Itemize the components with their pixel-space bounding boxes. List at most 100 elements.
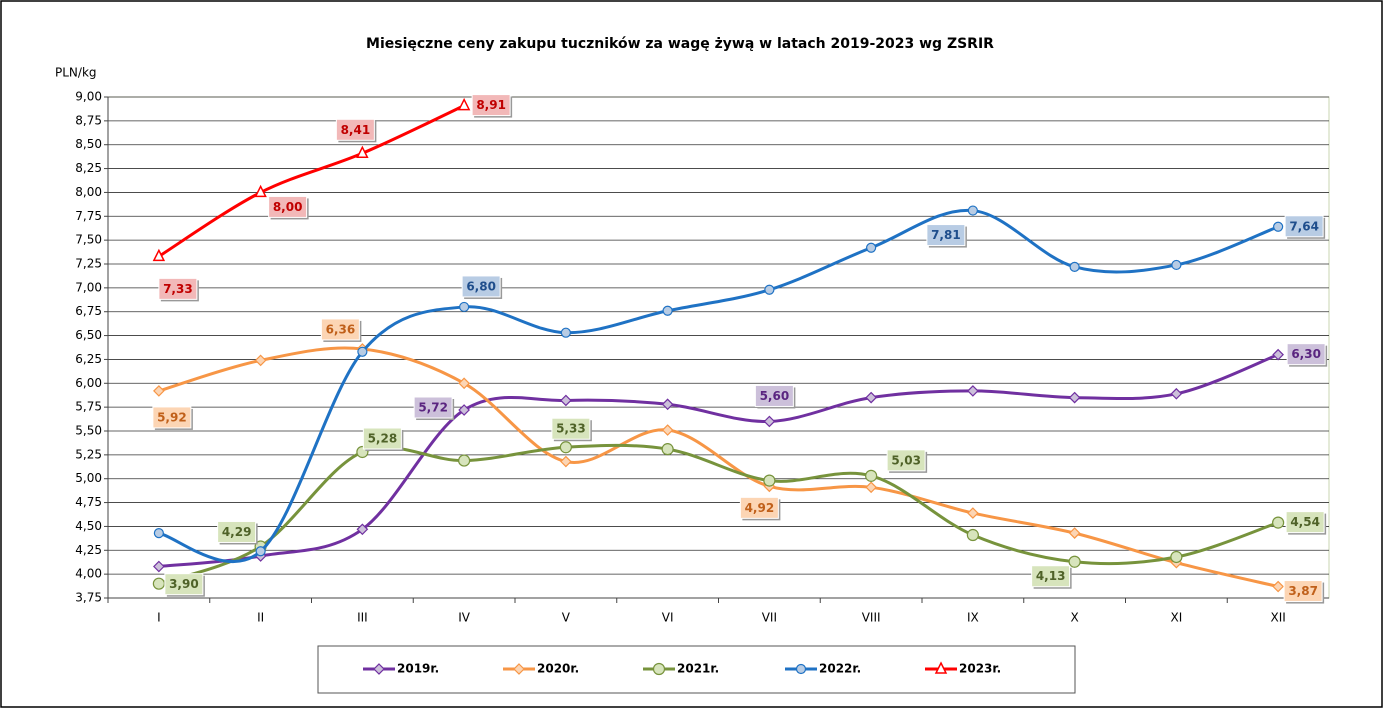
data-label: 7,64 — [1289, 219, 1319, 233]
data-label-box — [158, 277, 198, 300]
marker — [152, 248, 166, 262]
marker — [357, 346, 368, 357]
legend-label: 2020r. — [537, 662, 579, 676]
legend-marker — [934, 661, 948, 674]
legend-marker — [373, 663, 385, 675]
y-tick-label: 7,25 — [75, 257, 102, 271]
marker — [1170, 550, 1183, 564]
data-label: 4,54 — [1290, 515, 1320, 529]
marker — [152, 577, 165, 590]
marker — [661, 398, 674, 411]
data-label-box — [739, 496, 779, 519]
y-tick-label: 4,25 — [75, 543, 102, 557]
data-label: 6,80 — [466, 279, 496, 293]
data-label: 4,92 — [745, 501, 775, 515]
data-label: 8,00 — [273, 200, 303, 214]
data-label-box — [413, 396, 453, 419]
data-label-box — [1286, 343, 1326, 366]
y-tick-label: 5,00 — [75, 471, 102, 485]
marker — [661, 424, 674, 436]
data-label-box — [1284, 215, 1324, 238]
marker — [967, 507, 979, 519]
y-tick-label: 8,25 — [75, 161, 102, 175]
marker — [153, 385, 165, 397]
legend-label: 2019r. — [397, 662, 439, 676]
data-label: 8,91 — [476, 98, 506, 112]
marker — [153, 560, 165, 573]
data-label: 5,92 — [157, 410, 187, 424]
data-label-box — [1031, 565, 1071, 588]
marker — [763, 474, 776, 487]
data-label-box — [268, 195, 308, 218]
marker — [1272, 580, 1284, 593]
data-label: 4,29 — [222, 525, 252, 539]
data-label-box — [926, 224, 966, 247]
x-tick-label: VI — [662, 611, 674, 625]
y-tick-label: 7,50 — [75, 233, 102, 247]
marker — [764, 284, 775, 295]
marker — [153, 528, 164, 539]
marker — [1170, 387, 1183, 400]
marker — [560, 455, 572, 468]
data-label: 6,30 — [1291, 347, 1321, 361]
y-tick-label: 4,50 — [75, 519, 102, 533]
data-label-box — [217, 520, 257, 543]
marker — [1171, 259, 1182, 271]
x-tick-label: X — [1071, 611, 1079, 625]
x-tick-label: IV — [458, 611, 471, 625]
marker — [254, 184, 267, 198]
y-tick-label: 8,00 — [75, 185, 102, 199]
marker — [661, 443, 674, 456]
series-line — [158, 353, 1279, 569]
data-label: 6,36 — [326, 322, 356, 336]
y-axis-label: PLN/kg — [55, 66, 97, 80]
data-label: 4,13 — [1036, 569, 1066, 583]
marker — [457, 97, 471, 111]
chart-title: Miesięczne ceny zakupu tuczników za wagę… — [366, 36, 994, 52]
marker — [967, 205, 978, 216]
y-tick-label: 4,00 — [75, 567, 102, 581]
legend-marker — [795, 663, 807, 675]
marker — [458, 454, 471, 467]
data-label: 7,81 — [931, 228, 961, 242]
marker — [866, 242, 877, 253]
series-line — [158, 104, 465, 258]
series-line — [158, 443, 1279, 586]
y-tick-label: 3,75 — [75, 591, 102, 605]
data-label: 7,33 — [163, 282, 193, 296]
marker — [967, 385, 979, 397]
data-label-box — [335, 118, 375, 141]
x-tick-label: VIII — [862, 611, 881, 625]
data-label-box — [461, 275, 501, 298]
marker — [865, 469, 878, 482]
marker — [255, 546, 266, 557]
marker — [1272, 516, 1285, 529]
data-label: 8,41 — [341, 123, 371, 137]
marker — [1272, 348, 1284, 361]
marker — [560, 394, 572, 407]
data-label-box — [1285, 511, 1325, 534]
data-label: 3,90 — [169, 577, 199, 591]
y-tick-label: 8,75 — [75, 113, 102, 127]
x-tick-label: II — [257, 611, 264, 625]
legend-label: 2021r. — [677, 662, 719, 676]
data-label-box — [320, 318, 360, 341]
marker — [1068, 527, 1081, 539]
marker — [865, 391, 877, 404]
series-line — [158, 346, 1279, 589]
marker — [356, 145, 369, 159]
data-label: 5,33 — [556, 422, 586, 436]
data-label: 5,72 — [418, 401, 448, 415]
y-tick-label: 5,50 — [75, 424, 102, 438]
legend-marker — [513, 663, 525, 675]
legend-marker — [652, 662, 666, 676]
y-tick-label: 5,25 — [75, 447, 102, 461]
y-tick-label: 7,75 — [75, 209, 102, 223]
data-label-box — [471, 94, 511, 117]
y-tick-label: 6,75 — [75, 304, 102, 318]
marker — [459, 301, 470, 313]
x-tick-label: V — [562, 611, 571, 625]
x-tick-label: XII — [1270, 611, 1285, 625]
legend-label: 2023r. — [959, 662, 1001, 676]
